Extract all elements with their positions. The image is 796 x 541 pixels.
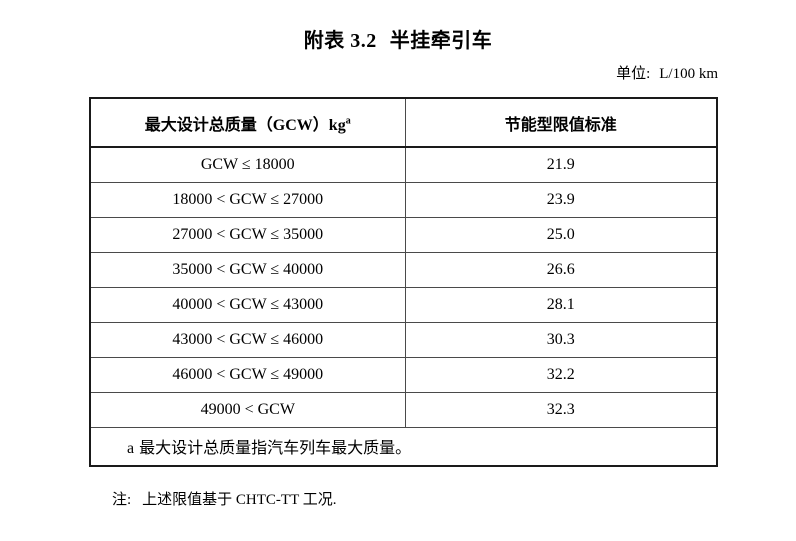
- page-title: 附表 3.2 半挂牵引车: [0, 24, 796, 53]
- table-row: 18000 < GCW ≤ 27000 23.9: [89, 181, 718, 218]
- table-footnote-row: a 最大设计总质量指汽车列车最大质量。: [89, 426, 718, 467]
- table-title-text: 半挂牵引车: [389, 30, 493, 52]
- fuel-limit-table: 最大设计总质量（GCW）kga 节能型限值标准 GCW ≤ 18000 21.9…: [89, 97, 718, 467]
- table-row: GCW ≤ 18000 21.9: [89, 146, 718, 183]
- cell-gcw-range: 43000 < GCW ≤ 46000: [89, 321, 406, 358]
- table-footnote-cell: a 最大设计总质量指汽车列车最大质量。: [89, 426, 718, 467]
- table-number-label: 附表 3.2: [303, 30, 377, 52]
- header-gcw-column: 最大设计总质量（GCW）kga: [89, 97, 406, 148]
- cell-limit-value: 30.3: [404, 321, 718, 358]
- table-row: 40000 < GCW ≤ 43000 28.1: [89, 286, 718, 323]
- header-footnote-superscript: a: [345, 115, 351, 127]
- footnote-text: 最大设计总质量指汽车列车最大质量。: [139, 440, 412, 458]
- cell-limit-value: 28.1: [404, 286, 718, 323]
- cell-gcw-range: 27000 < GCW ≤ 35000: [89, 216, 406, 253]
- cell-gcw-range: 40000 < GCW ≤ 43000: [89, 286, 406, 323]
- unit-value: L/100 km: [659, 66, 718, 82]
- note-text: 上述限值基于 CHTC-TT 工况.: [142, 492, 337, 508]
- table-note: 注: 上述限值基于 CHTC-TT 工况.: [112, 488, 336, 509]
- footnote-marker: a: [127, 440, 135, 458]
- cell-gcw-range: 46000 < GCW ≤ 49000: [89, 356, 406, 393]
- cell-gcw-range: 49000 < GCW: [89, 391, 406, 428]
- header-gcw-text: 最大设计总质量（GCW）kg: [144, 116, 346, 134]
- header-limit-column: 节能型限值标准: [404, 97, 718, 148]
- cell-gcw-range: GCW ≤ 18000: [89, 146, 406, 183]
- cell-limit-value: 23.9: [404, 181, 718, 218]
- cell-gcw-range: 18000 < GCW ≤ 27000: [89, 181, 406, 218]
- table-row: 46000 < GCW ≤ 49000 32.2: [89, 356, 718, 393]
- cell-gcw-range: 35000 < GCW ≤ 40000: [89, 251, 406, 288]
- table-row: 27000 < GCW ≤ 35000 25.0: [89, 216, 718, 253]
- unit-line: 单位: L/100 km: [89, 62, 718, 83]
- cell-limit-value: 25.0: [404, 216, 718, 253]
- table-row: 43000 < GCW ≤ 46000 30.3: [89, 321, 718, 358]
- cell-limit-value: 32.3: [404, 391, 718, 428]
- unit-label: 单位:: [616, 66, 651, 82]
- cell-limit-value: 26.6: [404, 251, 718, 288]
- table-row: 49000 < GCW 32.3: [89, 391, 718, 428]
- note-label: 注:: [112, 492, 132, 508]
- cell-limit-value: 32.2: [404, 356, 718, 393]
- cell-limit-value: 21.9: [404, 146, 718, 183]
- table-header-row: 最大设计总质量（GCW）kga 节能型限值标准: [89, 97, 718, 148]
- table-row: 35000 < GCW ≤ 40000 26.6: [89, 251, 718, 288]
